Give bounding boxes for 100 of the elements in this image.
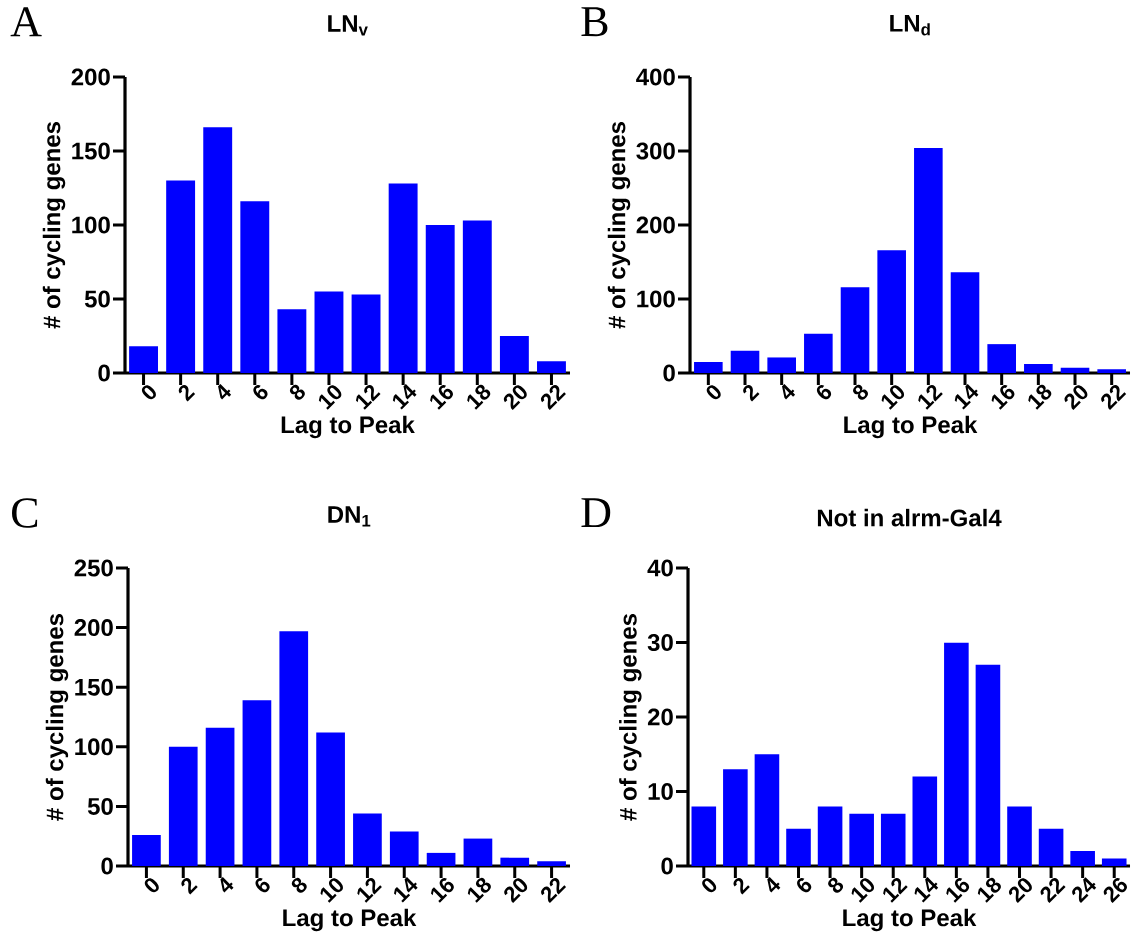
y-tick-label: 300 — [636, 142, 675, 160]
bar — [944, 642, 969, 866]
x-tick-label: 12 — [357, 877, 382, 903]
x-tick-label: 6 — [255, 877, 270, 893]
x-tick-label: 4 — [767, 876, 781, 893]
x-tick-label: 18 — [467, 384, 491, 410]
x-tick-label: 8 — [828, 877, 844, 893]
bar — [132, 835, 161, 866]
x-tick-label: 12 — [918, 384, 943, 410]
x-tick-label: 4 — [220, 876, 234, 893]
text: A — [10, 7, 42, 37]
bar — [389, 831, 419, 866]
y-tick-label: 0 — [663, 364, 675, 382]
x-axis-title: Lag to Peak — [844, 415, 978, 439]
y-tick-label: 200 — [74, 619, 113, 637]
y-tick-label: 0 — [98, 364, 110, 382]
y-axis-title: # of cycling genes — [45, 613, 69, 821]
y-axis-title: # of cycling genes — [607, 121, 631, 329]
y-tick-label: 40 — [647, 559, 673, 577]
x-tick-label: 14 — [954, 383, 979, 410]
bar — [950, 272, 980, 373]
x-tick-label: 22 — [541, 877, 567, 904]
bar — [723, 769, 748, 866]
bar — [840, 287, 870, 373]
x-tick-label: 18 — [467, 877, 491, 903]
bar — [1024, 364, 1053, 373]
x-tick-label: 20 — [1008, 878, 1032, 904]
bar — [316, 732, 345, 866]
bar — [804, 333, 833, 373]
x-axis-title: Lag to Peak — [283, 908, 417, 932]
y-tick-label: 20 — [647, 708, 673, 726]
x-tick-label: 10 — [320, 878, 343, 903]
bar — [499, 336, 529, 373]
x-tick-label: 14 — [392, 383, 417, 410]
x-axis-title: Lag to Peak — [281, 415, 415, 439]
chart-title: LN$_{d}$ — [890, 15, 930, 36]
bar — [1007, 806, 1032, 866]
y-tick-label: 50 — [84, 290, 110, 308]
x-tick-label: 20 — [504, 878, 528, 904]
x-tick-label: 2 — [733, 877, 750, 895]
x-tick-label: 24 — [1072, 877, 1097, 904]
bar — [730, 350, 760, 373]
bar — [205, 727, 235, 866]
bar — [168, 746, 198, 866]
bar — [1097, 369, 1126, 373]
bar — [279, 631, 309, 866]
bar — [129, 346, 158, 373]
x-tick-label: 16 — [431, 877, 454, 903]
x-tick-label: 2 — [178, 384, 196, 402]
y-tick-label: 100 — [637, 290, 675, 308]
x-tick-label: 16 — [991, 384, 1015, 410]
x-tick-label: 18 — [977, 877, 1001, 903]
bar — [166, 180, 196, 373]
bar — [754, 754, 780, 866]
bar — [691, 806, 717, 866]
x-tick-label: 0 — [141, 385, 156, 400]
x-tick-label: 10 — [318, 385, 342, 410]
chart-title: Not in alrm-Gal4 — [817, 508, 1002, 527]
bar — [912, 776, 938, 866]
x-tick-label: 12 — [355, 384, 381, 410]
text: D — [581, 498, 611, 528]
bar — [1101, 858, 1127, 866]
bar — [277, 309, 307, 373]
text: B — [581, 7, 608, 37]
y-tick-label: 200 — [636, 216, 675, 234]
bar — [1038, 828, 1064, 866]
y-tick-label: 0 — [661, 857, 673, 875]
x-tick-label: 22 — [1040, 877, 1066, 904]
y-tick-label: 200 — [71, 68, 110, 86]
bar — [240, 201, 270, 373]
bar — [314, 291, 344, 373]
bar — [817, 806, 843, 866]
y-tick-label: 100 — [75, 738, 113, 756]
x-tick-label: 0 — [706, 385, 721, 400]
bar — [203, 127, 233, 373]
x-tick-label: 4 — [782, 383, 796, 400]
x-tick-label: 2 — [181, 877, 198, 895]
y-axis-title: # of cycling genes — [42, 121, 66, 329]
bar — [1060, 367, 1090, 373]
bar — [786, 828, 811, 866]
bar — [426, 852, 456, 866]
y-tick-label: 150 — [75, 678, 113, 696]
x-tick-label: 4 — [218, 383, 232, 400]
x-tick-label: 0 — [144, 878, 159, 893]
text: C — [12, 498, 38, 528]
bar — [353, 813, 382, 866]
bar — [462, 220, 492, 373]
x-tick-label: 0 — [702, 878, 717, 893]
y-tick-label: 250 — [74, 559, 113, 577]
x-tick-label: 18 — [1028, 384, 1052, 410]
x-tick-label: 14 — [394, 876, 418, 903]
bar — [537, 361, 566, 373]
y-tick-label: 0 — [101, 857, 113, 875]
y-tick-label: 100 — [72, 216, 110, 234]
x-tick-label: 6 — [253, 384, 268, 400]
bar — [463, 838, 493, 866]
bar — [388, 183, 418, 373]
x-tick-label: 8 — [289, 384, 305, 400]
bar — [987, 344, 1016, 373]
x-tick-label: 16 — [946, 877, 970, 903]
